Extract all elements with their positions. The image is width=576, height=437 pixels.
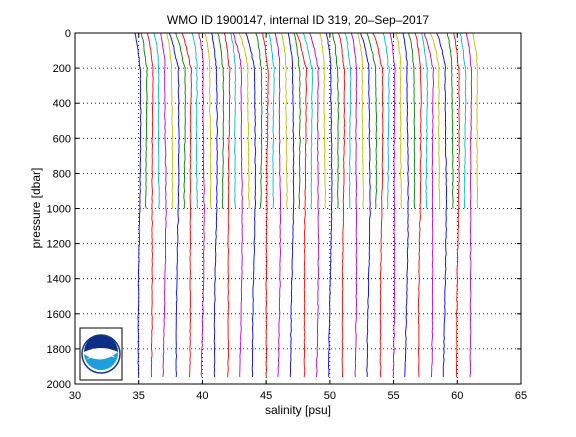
salinity-profile-line [287, 32, 295, 378]
noaa-logo: NOAA [79, 327, 123, 381]
salinity-profile-line [372, 32, 384, 378]
salinity-profile-line [166, 32, 174, 209]
salinity-profile-line [302, 32, 314, 209]
y-tick-label: 1000 [47, 204, 71, 216]
plot-area [75, 33, 521, 384]
salinity-profile-line [293, 32, 301, 209]
salinity-profile-line [217, 32, 225, 209]
x-tick-label: 30 [69, 390, 81, 402]
salinity-profile-line [160, 32, 167, 378]
salinity-profile-line [344, 32, 352, 209]
salinity-profile-line [389, 32, 396, 378]
chart-title: WMO ID 1900147, internal ID 319, 20–Sep–… [167, 13, 429, 27]
salinity-profile-line [223, 32, 231, 378]
salinity-profile-line [134, 32, 142, 378]
salinity-profile-line [332, 32, 339, 209]
salinity-profile-line [211, 32, 218, 378]
salinity-profile-line [230, 32, 237, 209]
salinity-profile-line [191, 32, 199, 209]
salinity-profile-line [472, 32, 479, 209]
y-tick-label: 2000 [47, 379, 71, 391]
salinity-profile-line [423, 32, 434, 378]
salinity-profile-line [140, 32, 148, 209]
salinity-profile-line [402, 32, 409, 378]
y-tick-label: 200 [53, 63, 71, 75]
x-tick-label: 50 [324, 390, 336, 402]
salinity-profile-line [429, 32, 441, 209]
y-axis-label: pressure [dbar] [29, 168, 43, 249]
salinity-profile-line [238, 32, 250, 209]
salinity-profile-line [255, 32, 263, 209]
series-layer [134, 32, 479, 378]
salinity-profile-line [280, 32, 288, 209]
salinity-profile-line [168, 32, 180, 378]
salinity-profile-line [366, 32, 378, 209]
salinity-profile-line [262, 32, 269, 378]
y-tick-label: 800 [53, 168, 71, 180]
y-tick-label: 1600 [47, 309, 71, 321]
tick-layer: 30 35 40 45 50 55 60 65 0 200 400 600 800 1000 1200 140… [47, 28, 528, 402]
salinity-profile-line [204, 32, 212, 209]
salinity-profile-line [295, 32, 308, 378]
salinity-profile-line [198, 32, 205, 378]
salinity-profile-line [436, 32, 448, 378]
y-tick-label: 400 [53, 98, 71, 110]
x-tick-label: 40 [196, 390, 208, 402]
salinity-profile-line [232, 32, 243, 378]
salinity-profile-line [338, 32, 346, 377]
salinity-profile-line [319, 32, 327, 209]
x-tick-label: 55 [387, 390, 399, 402]
y-tick-label: 1800 [47, 344, 71, 356]
salinity-profile-line [153, 32, 160, 209]
y-tick-label: 1400 [47, 274, 71, 286]
salinity-profile-line [181, 32, 192, 378]
salinity-profile-line [325, 32, 333, 378]
salinity-profile-line [245, 32, 257, 378]
noaa-logo-text: NOAA [92, 349, 110, 355]
salinity-profile-line [446, 32, 454, 209]
salinity-profile-line [421, 32, 429, 209]
salinity-profile-line [459, 32, 467, 209]
salinity-profile-line [357, 32, 364, 209]
salinity-profile-line [175, 32, 186, 209]
y-tick-label: 0 [65, 28, 71, 40]
salinity-profile-line [360, 32, 371, 378]
salinity-profile-line [350, 32, 358, 378]
x-tick-label: 60 [451, 390, 463, 402]
salinity-profile-line [465, 32, 473, 378]
x-axis-label: salinity [psu] [265, 403, 331, 417]
salinity-profile-line [382, 32, 390, 209]
salinity-profile-line [146, 32, 154, 378]
salinity-profile-line [395, 32, 403, 209]
x-tick-label: 35 [133, 390, 145, 402]
salinity-profile-line [268, 32, 275, 209]
salinity-profile-line [414, 32, 422, 378]
salinity-profile-line [309, 32, 320, 378]
x-tick-label: 45 [260, 390, 272, 402]
salinity-profile-line [408, 32, 416, 209]
salinity-profile-line [274, 32, 282, 378]
y-tick-label: 1200 [47, 239, 71, 251]
y-tick-label: 600 [53, 133, 71, 145]
x-tick-label: 65 [515, 390, 527, 402]
salinity-profile-line [453, 32, 460, 377]
